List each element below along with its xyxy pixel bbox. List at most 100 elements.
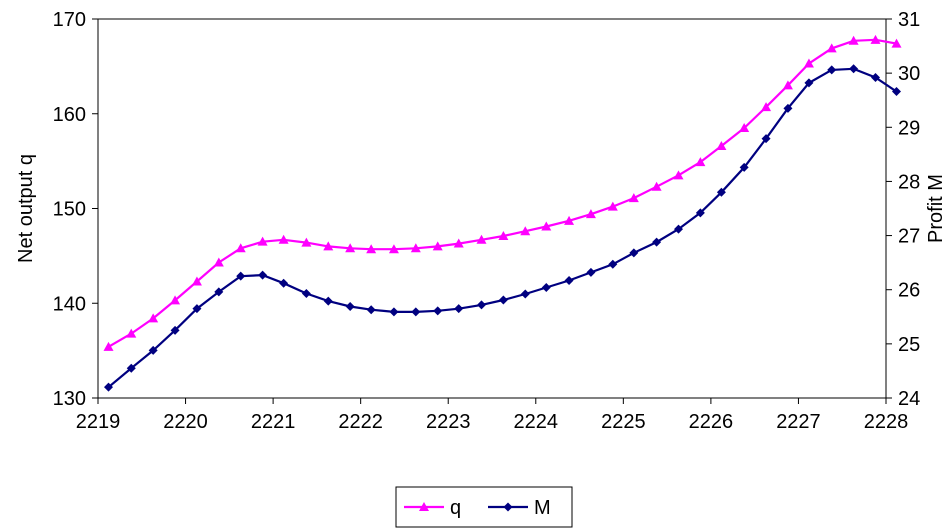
data-point (214, 287, 224, 297)
data-point (103, 341, 114, 351)
data-point (191, 276, 202, 286)
data-point (148, 345, 158, 355)
data-point (323, 296, 333, 306)
data-point (192, 304, 202, 314)
data-point (213, 257, 224, 267)
y2-tick-label: 24 (898, 388, 920, 410)
x-tick-label: 2221 (251, 411, 296, 433)
data-point (432, 241, 443, 251)
data-point (454, 304, 464, 314)
x-tick-label: 2222 (338, 411, 383, 433)
y-tick-label: 140 (53, 293, 86, 315)
y-tick-label: 170 (53, 9, 86, 31)
data-point (782, 80, 793, 90)
data-point (453, 238, 464, 248)
data-point (410, 243, 421, 253)
data-point (827, 65, 837, 75)
data-point (541, 221, 552, 231)
data-point (520, 289, 530, 299)
y2-tick-label: 28 (898, 171, 920, 193)
data-point (716, 187, 726, 197)
x-tick-label: 2225 (601, 411, 646, 433)
series-line (107, 67, 898, 389)
x-tick-label: 2219 (76, 411, 121, 433)
data-point (345, 243, 356, 253)
data-point (651, 181, 662, 191)
x-tick-label: 2223 (426, 411, 471, 433)
y-tick-label: 160 (53, 104, 86, 126)
data-point (301, 237, 312, 247)
data-point (564, 276, 574, 286)
y2-tick-label: 27 (898, 226, 920, 248)
legend-marker (419, 502, 429, 511)
data-point (849, 64, 859, 74)
data-point (803, 58, 814, 68)
data-point (236, 271, 246, 281)
y-tick-label: 150 (53, 199, 86, 221)
data-point (433, 306, 443, 316)
data-point (388, 244, 399, 254)
data-point (870, 34, 881, 44)
data-point (608, 259, 618, 269)
x-tick-label: 2220 (163, 411, 208, 433)
data-point (170, 295, 181, 305)
y2-axis-title: Profit M (925, 174, 947, 243)
data-point (148, 313, 159, 323)
data-point (652, 237, 662, 247)
plot-area (97, 18, 887, 399)
x-tick-label: 2228 (864, 411, 909, 433)
legend-label: q (450, 497, 461, 519)
y2-tick-label: 25 (898, 334, 920, 356)
data-point (520, 226, 531, 236)
data-point (235, 243, 246, 253)
data-point (673, 170, 684, 180)
data-point (564, 215, 575, 225)
x-tick-label: 2224 (514, 411, 559, 433)
data-point (389, 307, 399, 317)
data-point (628, 193, 639, 203)
data-point (411, 307, 421, 317)
data-point (891, 38, 902, 48)
data-point (541, 283, 551, 293)
data-point (366, 244, 377, 254)
data-point (804, 78, 814, 88)
data-point (301, 289, 311, 299)
data-point (257, 236, 268, 246)
data-point (323, 241, 334, 251)
data-point (695, 157, 706, 167)
data-point (366, 305, 376, 315)
data-point (870, 72, 880, 82)
data-point (739, 122, 750, 132)
data-point (826, 43, 837, 53)
data-point (892, 87, 902, 97)
data-point (498, 295, 508, 305)
data-point (476, 234, 487, 244)
data-point (586, 267, 596, 277)
data-point (476, 300, 486, 310)
x-tick-label: 2227 (776, 411, 821, 433)
data-point (345, 301, 355, 311)
data-point (279, 278, 289, 288)
data-point (170, 325, 180, 335)
data-point (278, 234, 289, 244)
y2-tick-label: 30 (898, 63, 920, 85)
data-point (607, 201, 618, 211)
data-point (761, 102, 772, 112)
data-point (716, 140, 727, 150)
y2-tick-label: 31 (898, 9, 920, 31)
data-point (695, 208, 705, 218)
data-point (104, 382, 114, 392)
series-q (103, 34, 902, 351)
legend-marker (503, 502, 513, 512)
data-point (126, 363, 136, 373)
y-axis-title: Net output q (15, 154, 37, 263)
y2-tick-label: 29 (898, 117, 920, 139)
y-tick-label: 130 (53, 388, 86, 410)
data-point (585, 209, 596, 219)
series-M (104, 64, 902, 392)
data-point (126, 328, 137, 338)
x-tick-label: 2226 (689, 411, 734, 433)
y2-tick-label: 26 (898, 280, 920, 302)
